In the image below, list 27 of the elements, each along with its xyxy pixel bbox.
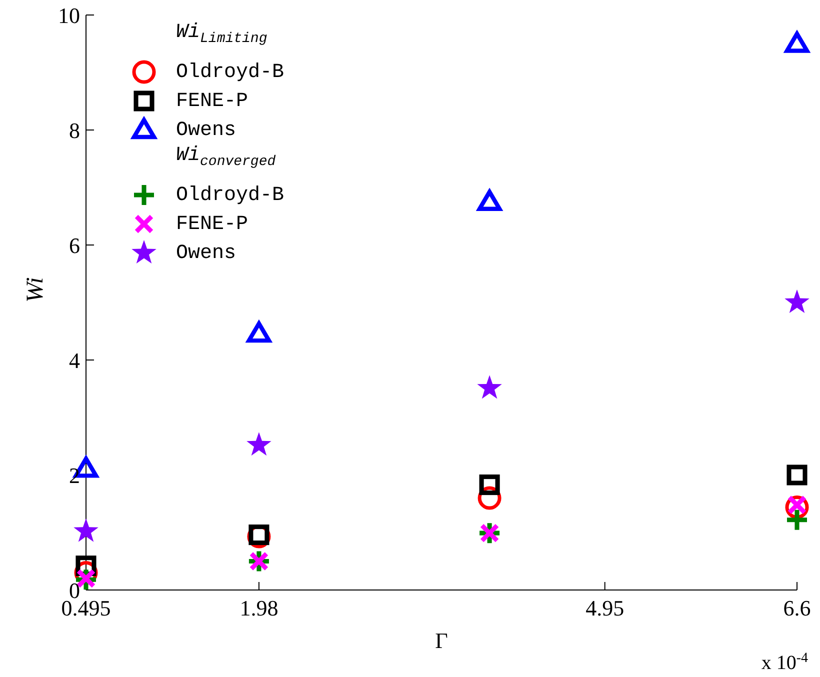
- point: [477, 190, 502, 211]
- point: [784, 290, 810, 314]
- legend-label: FENE-P: [176, 213, 248, 236]
- point: [477, 375, 502, 399]
- point: [479, 474, 500, 496]
- legend-label: Owens: [176, 242, 236, 265]
- point: [246, 432, 272, 456]
- x-tick-label: 1.98: [240, 596, 278, 621]
- text: x 10$^{-4}$: [761, 650, 808, 674]
- annotation: Wi$_{Limiting}$: [176, 21, 268, 47]
- y-axis-title: Wi: [22, 277, 49, 302]
- y-tick-label: 10: [58, 2, 80, 28]
- point: [784, 32, 810, 53]
- legend-label: Oldroyd-B: [176, 184, 284, 207]
- y-tick-label: 8: [69, 118, 80, 143]
- y-tick-label: 6: [69, 232, 80, 258]
- x-axis-title: Γ: [435, 628, 448, 653]
- x-tick-label: 6.6: [783, 596, 811, 621]
- point: [246, 321, 272, 343]
- y-tick-label: 4: [69, 348, 80, 373]
- legend-label: FENE-P: [176, 90, 248, 113]
- x-tick-label: 4.95: [586, 596, 624, 621]
- point: [74, 518, 98, 542]
- legend-label: Owens: [176, 119, 236, 142]
- annotation: Wi$_{converged}$: [176, 144, 276, 170]
- legend-label: Oldroyd-B: [176, 61, 284, 84]
- point: [786, 464, 808, 486]
